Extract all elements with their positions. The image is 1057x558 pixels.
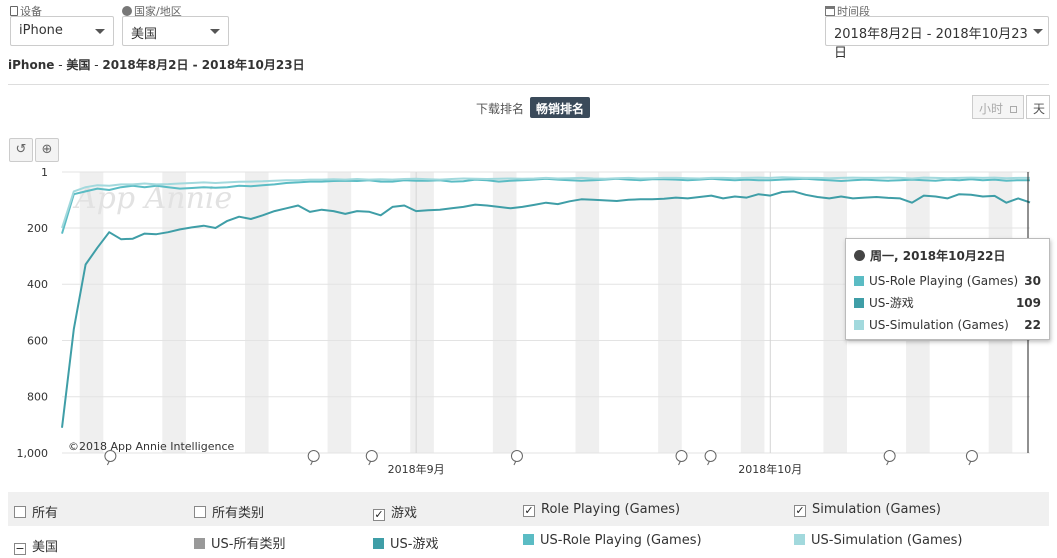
country-select-value: 美国 (131, 27, 158, 42)
y-tick-label: 600 (27, 334, 48, 347)
weekend-band (740, 172, 765, 453)
chart-series (61, 176, 1031, 428)
filter-simulation[interactable]: ✓ Simulation (Games) (794, 502, 941, 517)
chart-tooltip: 周一, 2018年10月22日 US-Role Playing (Games) … (845, 238, 1050, 340)
weekend-band (575, 172, 600, 453)
collapse-icon[interactable]: − (14, 542, 26, 555)
y-tick-label: 800 (27, 391, 48, 404)
period-select[interactable]: 2018年8月2日 - 2018年10月23日 (825, 16, 1049, 61)
filter-games[interactable]: ✓ 游戏 (373, 506, 418, 521)
period-select-value: 2018年8月2日 - 2018年10月23日 (834, 27, 1028, 61)
zoom-in-icon: ⊕ (41, 142, 53, 157)
granularity-hour-button[interactable]: 小时 (972, 95, 1024, 119)
weekend-band (79, 172, 104, 453)
event-marker-icon[interactable] (510, 450, 523, 466)
weekend-band (492, 172, 517, 453)
country-row-toggle[interactable]: − 美国 (14, 540, 59, 555)
x-tick-label: 2018年9月 (388, 462, 445, 476)
tab-grossing-rank[interactable]: 畅销排名 (530, 97, 591, 118)
zoom-button[interactable]: ⊕ (35, 138, 59, 162)
filter-role-playing[interactable]: ✓ Role Playing (Games) (523, 502, 681, 517)
chevron-down-icon (95, 29, 105, 34)
divider (8, 84, 1049, 85)
series-swatch (854, 298, 864, 308)
globe-icon (122, 6, 132, 16)
weekend-band (244, 172, 269, 453)
legend-swatch (373, 538, 384, 549)
y-tick-label: 1,000 (17, 447, 49, 460)
checkbox[interactable] (14, 506, 26, 518)
legend-us-rpg[interactable]: US-Role Playing (Games) (523, 533, 702, 548)
tooltip-value: 22 (1024, 318, 1041, 332)
grid-lines (62, 171, 1030, 454)
event-marker-icon[interactable] (307, 450, 320, 466)
lock-icon (1009, 106, 1017, 113)
series-line[interactable] (61, 190, 1031, 428)
granularity-day-button[interactable]: 天 (1026, 95, 1050, 119)
page-subtitle: iPhone - 美国 - 2018年8月2日 - 2018年10月23日 (8, 58, 305, 72)
globe-icon (854, 250, 865, 261)
series-line[interactable] (61, 176, 1030, 229)
event-marker-icon[interactable] (965, 450, 978, 466)
tooltip-date: 周一, 2018年10月22日 (854, 247, 1041, 264)
series-swatch (854, 320, 864, 330)
checkbox-checked[interactable]: ✓ (794, 504, 806, 517)
device-select-value: iPhone (19, 23, 63, 38)
filter-all[interactable]: 所有 (14, 502, 58, 521)
event-markers (104, 450, 978, 466)
chart-copyright: ©2018 App Annie Intelligence (68, 440, 235, 453)
checkbox-checked[interactable]: ✓ (523, 504, 535, 517)
reset-icon: ↺ (15, 142, 27, 157)
legend-us-games[interactable]: US-游戏 (373, 533, 438, 552)
checkbox-checked[interactable]: ✓ (373, 508, 385, 521)
tooltip-row: US-Role Playing (Games) 30 (854, 270, 1041, 292)
weekend-band (658, 172, 682, 453)
weekend-band (327, 172, 352, 453)
legend-us-sim[interactable]: US-Simulation (Games) (794, 533, 962, 548)
legend-swatch (523, 534, 534, 545)
device-label: 设备 (10, 3, 42, 19)
chevron-down-icon (210, 29, 220, 34)
legend-swatch (194, 538, 205, 549)
device-select[interactable]: iPhone (10, 16, 114, 46)
country-label: 国家/地区 (122, 3, 182, 19)
weekend-bands (79, 172, 1013, 453)
calendar-icon (825, 6, 835, 16)
tooltip-value: 30 (1024, 274, 1041, 288)
event-marker-icon[interactable] (365, 450, 378, 466)
tab-download-rank[interactable]: 下载排名 (476, 102, 525, 116)
granularity-hour-label: 小时 (979, 102, 1004, 116)
x-axis-labels: 2018年9月 2018年10月 (388, 462, 803, 476)
reset-zoom-button[interactable]: ↺ (9, 138, 33, 162)
checkbox[interactable] (194, 506, 206, 518)
device-icon (10, 6, 18, 16)
event-marker-icon[interactable] (883, 450, 896, 466)
weekend-band (162, 172, 186, 453)
chevron-down-icon (1033, 29, 1043, 34)
series-legend: − 美国 US-所有类别 US-游戏 US-Role Playing (Games… (8, 528, 1049, 556)
weekend-band (823, 172, 848, 453)
y-tick-label: 1 (41, 166, 48, 179)
category-filter-bar: 所有 所有类别 ✓ 游戏 ✓ Role Playing (Games) ✓ Simul… (8, 492, 1049, 526)
period-label: 时间段 (825, 3, 870, 19)
legend-swatch (794, 534, 805, 545)
event-marker-icon[interactable] (104, 450, 117, 466)
tooltip-row: US-游戏 109 (854, 292, 1041, 314)
filter-all-categories[interactable]: 所有类别 (194, 502, 264, 521)
tooltip-value: 109 (1015, 296, 1041, 310)
event-marker-icon[interactable] (675, 450, 688, 466)
y-axis-ticks: 1 200 400 600 800 1,000 (17, 166, 49, 460)
tooltip-row: US-Simulation (Games) 22 (854, 314, 1041, 336)
y-tick-label: 400 (27, 278, 48, 291)
weekend-band (410, 172, 434, 453)
legend-us-all[interactable]: US-所有类别 (194, 533, 285, 552)
event-marker-icon[interactable] (704, 450, 717, 466)
x-tick-label: 2018年10月 (738, 462, 802, 476)
series-swatch (854, 276, 864, 286)
country-select[interactable]: 美国 (122, 16, 229, 46)
y-tick-label: 200 (27, 222, 48, 235)
